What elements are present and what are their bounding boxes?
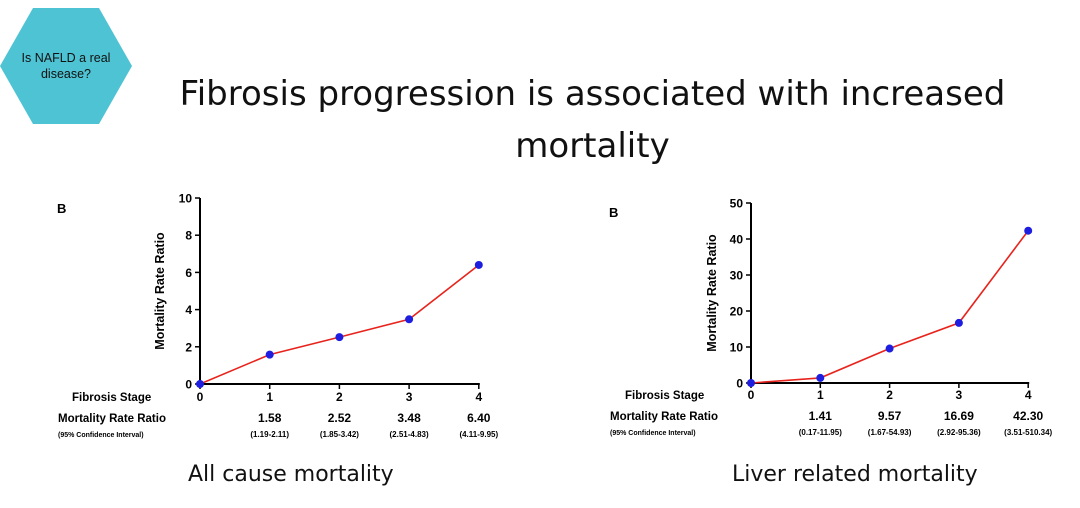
chart-1-y-tick-label: 2 <box>185 340 192 354</box>
chart-2-row-label-stage: Fibrosis Stage <box>625 390 704 402</box>
topic-badge: Is NAFLD a real disease? <box>0 8 132 124</box>
chart-2-x-tick-label: 4 <box>1025 388 1032 402</box>
chart-1-y-tick-label: 6 <box>185 266 192 280</box>
chart-1-ratio-value: 2.52 <box>328 411 352 425</box>
chart-2-ratio-value: 1.41 <box>809 409 833 423</box>
chart-2-data-point <box>816 373 825 382</box>
chart-2-ratio-value: 42.30 <box>1013 409 1043 423</box>
chart-2-data-point <box>1024 226 1033 235</box>
chart-2-ratio-value: 9.57 <box>878 409 902 423</box>
chart-1-row-label-ratio: Mortality Rate Ratio <box>58 413 166 425</box>
chart-2-data-point <box>885 344 894 353</box>
chart-2-ci-value: (3.51-510.34) <box>1004 428 1052 437</box>
caption-all-cause: All cause mortality <box>188 462 394 487</box>
chart-2-y-tick-label: 30 <box>730 269 744 283</box>
chart-1-data-point <box>196 380 204 388</box>
chart-1-ratio-value: 1.58 <box>258 411 282 425</box>
chart-1-ratio-value: 6.40 <box>467 411 491 425</box>
chart-2-y-axis-title: Mortality Rate Ratio <box>705 234 719 352</box>
chart-1-ci-value: (1.85-3.42) <box>320 430 359 439</box>
chart-1-ci-value: (4.11-9.95) <box>459 430 498 439</box>
chart-1-x-tick-label: 4 <box>475 390 482 404</box>
chart-1-ratio-value: 3.48 <box>397 411 421 425</box>
chart-2-x-tick-label: 0 <box>748 388 755 402</box>
chart-1-x-tick-label: 1 <box>266 390 273 404</box>
chart-2-data-point <box>954 318 963 327</box>
chart-2-y-tick-label: 40 <box>730 233 744 247</box>
chart-1-series-line <box>199 264 480 385</box>
chart-1-y-tick-label: 4 <box>185 303 192 317</box>
chart-1-row-label-stage: Fibrosis Stage <box>72 392 151 404</box>
chart-2-x-tick-label: 3 <box>956 388 963 402</box>
chart-2-ratio-value: 16.69 <box>944 409 974 423</box>
chart-2-row-label-ci: (95% Confidence Interval) <box>610 430 696 437</box>
chart-2-x-tick-label: 2 <box>886 388 893 402</box>
chart-2-ci-value: (2.92-95.36) <box>937 428 981 437</box>
chart-1-y-tick-label: 8 <box>185 229 192 243</box>
chart-1-ci-value: (1.19-2.11) <box>250 430 289 439</box>
chart-1-data-point <box>335 333 344 342</box>
chart-1-row-label-ci: (95% Confidence Interval) <box>58 432 144 439</box>
topic-badge-text: Is NAFLD a real disease? <box>21 51 111 81</box>
chart-2-panel-label: B <box>609 205 618 220</box>
chart-1-x-tick-label: 3 <box>406 390 413 404</box>
chart-1-data-point <box>405 315 414 324</box>
chart-2-row-label-ratio: Mortality Rate Ratio <box>610 411 718 423</box>
chart-2-y-tick-label: 0 <box>736 377 743 391</box>
chart-2-y-tick-label: 20 <box>730 305 744 319</box>
chart-2-series-line <box>750 230 1029 384</box>
chart-1-y-tick-label: 10 <box>179 192 193 206</box>
chart-2-x-tick-label: 1 <box>817 388 824 402</box>
chart-1-x-tick-label: 2 <box>336 390 343 404</box>
chart-1-x-tick-label: 0 <box>197 390 204 404</box>
chart-2-y-tick-label: 10 <box>730 341 744 355</box>
chart-1-data-point <box>474 260 483 269</box>
caption-liver-related: Liver related mortality <box>732 462 978 487</box>
chart-2-ci-value: (0.17-11.95) <box>799 428 842 437</box>
chart-1-panel-label: B <box>57 201 66 216</box>
chart-2-ci-value: (1.67-54.93) <box>868 428 912 437</box>
chart-1-y-axis-title: Mortality Rate Ratio <box>153 232 167 350</box>
chart-2-y-tick-label: 50 <box>730 197 744 211</box>
chart-1-ci-value: (2.51-4.83) <box>390 430 429 439</box>
chart-1-data-point <box>265 350 274 359</box>
chart-1-y-tick-label: 0 <box>185 378 192 392</box>
chart-2-data-point <box>747 379 755 387</box>
slide-title: Fibrosis progression is associated with … <box>179 74 1006 166</box>
